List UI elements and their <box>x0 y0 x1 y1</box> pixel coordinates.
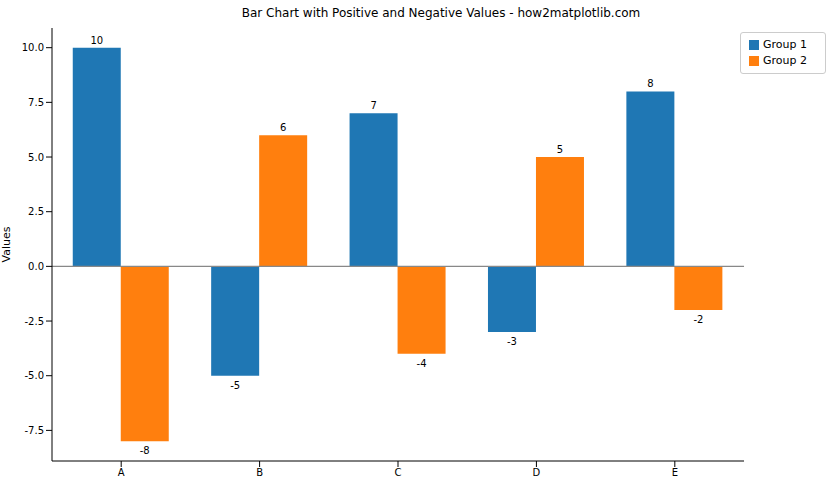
svg-text:A: A <box>118 467 125 478</box>
svg-text:B: B <box>256 467 263 478</box>
svg-text:Values: Values <box>8 226 13 262</box>
svg-text:E: E <box>672 467 678 478</box>
svg-text:D: D <box>533 467 541 478</box>
svg-text:6: 6 <box>280 122 286 133</box>
html-text:Group 2: Group 2 <box>763 54 807 67</box>
svg-text:2.5: 2.5 <box>28 206 44 217</box>
svg-text:-5: -5 <box>230 380 240 391</box>
svg-text:7.5: 7.5 <box>28 97 44 108</box>
svg-text:-8: -8 <box>140 445 150 456</box>
svg-text:-7.5: -7.5 <box>24 425 44 436</box>
svg-text:0.0: 0.0 <box>28 261 44 272</box>
svg-text:C: C <box>395 467 402 478</box>
html-text:Group 1: Group 1 <box>763 38 807 51</box>
html-text:Bar Chart with Positive and Ne: Bar Chart with Positive and Negative Val… <box>241 6 641 20</box>
svg-text:8: 8 <box>647 78 653 89</box>
svg-text:7: 7 <box>370 100 376 111</box>
svg-text:5.0: 5.0 <box>28 152 44 163</box>
svg-text:10.0: 10.0 <box>22 42 44 53</box>
svg-text:5: 5 <box>557 144 563 155</box>
svg-text:-5.0: -5.0 <box>24 370 44 381</box>
svg-text:-2.5: -2.5 <box>24 316 44 327</box>
svg-text:-3: -3 <box>507 336 517 347</box>
svg-text:-4: -4 <box>417 358 427 369</box>
svg-text:-2: -2 <box>693 314 703 325</box>
svg-text:10: 10 <box>90 35 103 46</box>
